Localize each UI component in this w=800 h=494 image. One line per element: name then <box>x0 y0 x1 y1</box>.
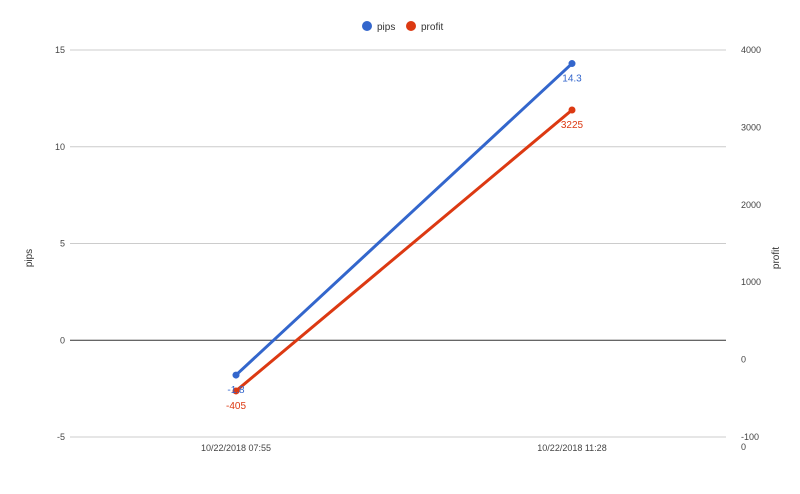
series-line-pips <box>234 62 574 377</box>
series-lines <box>232 60 576 395</box>
right-tick-label: 0 <box>741 355 746 365</box>
data-label-pips: -1.8 <box>227 385 245 396</box>
left-tick-label: 0 <box>60 335 65 345</box>
left-tick-label: 5 <box>60 239 65 249</box>
x-tick-label: 10/22/2018 11:28 <box>537 443 606 453</box>
axes: -5 0 5 10 15 -100 0 0 1000 2000 3000 4000 10/22/2018… <box>55 45 761 453</box>
left-tick-label: -5 <box>57 432 65 442</box>
right-tick-label: -100 0 <box>741 432 759 452</box>
data-label-pips: 14.3 <box>562 74 582 85</box>
right-tick-label: 2000 <box>741 200 761 210</box>
gridlines <box>70 49 726 438</box>
data-label-profit: -405 <box>226 401 246 412</box>
right-tick-label: 1000 <box>741 277 761 287</box>
data-point-profit <box>232 387 240 395</box>
left-tick-label: 15 <box>55 45 65 55</box>
data-point-profit <box>568 106 576 114</box>
data-labels: -1.8 14.3 -405 3225 <box>226 74 584 412</box>
x-tick-label: 10/22/2018 07:55 <box>201 443 271 453</box>
legend-label-profit: profit <box>421 22 443 33</box>
right-axis-title: profit <box>771 247 782 269</box>
data-point-pips <box>568 60 576 68</box>
series-line-profit <box>235 108 573 393</box>
data-point-pips <box>232 371 240 379</box>
data-label-profit: 3225 <box>561 120 584 131</box>
right-tick-label: 4000 <box>741 45 761 55</box>
legend-marker-pips <box>362 21 372 31</box>
right-tick-label: 3000 <box>741 122 761 132</box>
legend-marker-profit <box>406 21 416 31</box>
left-tick-label: 10 <box>55 142 65 152</box>
legend: pips profit <box>362 21 443 33</box>
legend-label-pips: pips <box>377 22 395 33</box>
left-axis-title: pips <box>24 249 35 267</box>
